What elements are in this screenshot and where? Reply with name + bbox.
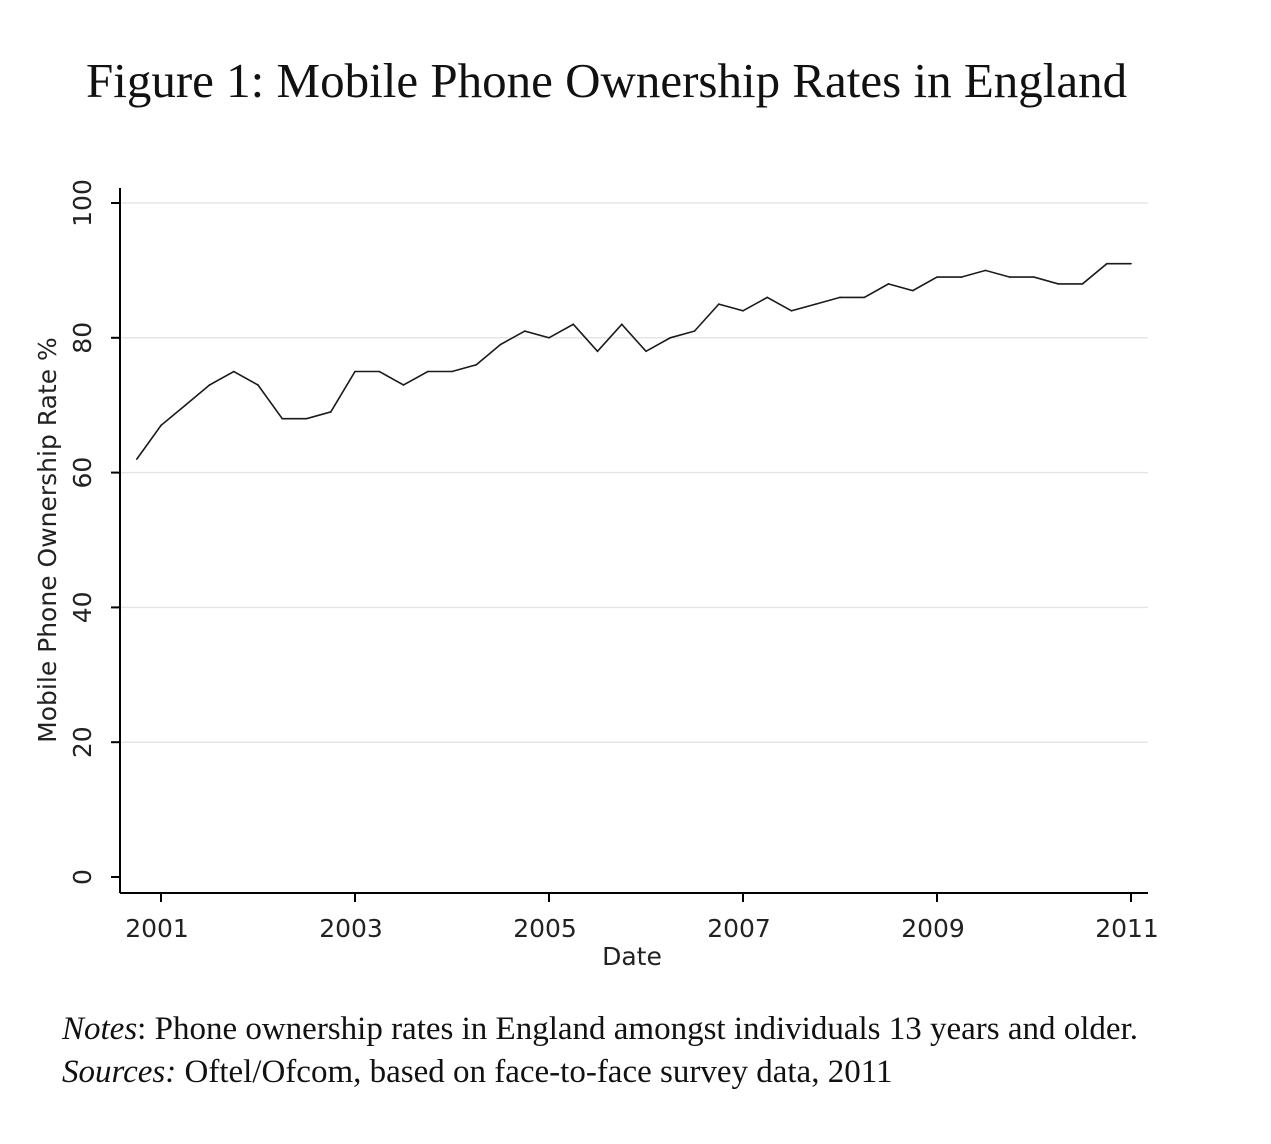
data-point-33 [936, 276, 938, 278]
sources-text: Oftel/Ofcom, based on face-to-face surve… [176, 1054, 893, 1090]
data-point-19 [596, 350, 599, 353]
data-point-22 [669, 337, 672, 339]
y-tick-label-40: 40 [68, 591, 97, 623]
data-point-37 [1033, 276, 1035, 278]
data-point-5 [257, 384, 259, 386]
data-point-8 [329, 411, 332, 413]
data-point-2 [184, 404, 187, 407]
data-point-36 [1008, 276, 1011, 278]
data-point-6 [281, 417, 284, 420]
sources-label: Sources: [62, 1054, 177, 1090]
data-point-9 [354, 370, 356, 373]
data-point-31 [887, 283, 890, 285]
gridlines [120, 202, 1148, 743]
data-point-39 [1081, 283, 1084, 285]
y-axis-label: Mobile Phone Ownership Rate % [33, 337, 62, 743]
data-point-32 [911, 289, 914, 292]
data-point-28 [814, 303, 817, 305]
notes-line: Notes: Phone ownership rates in England … [62, 1008, 1138, 1051]
y-tick-label-20: 20 [68, 726, 97, 758]
line-chart: 0 20 40 60 80 100 2001 2003 2005 2007 2009 2011 Dat… [33, 179, 1159, 971]
figure-notes: Notes: Phone ownership rates in England … [62, 1008, 1138, 1094]
figure-title: Figure 1: Mobile Phone Ownership Rates i… [86, 53, 1128, 108]
sources-line: Sources: Oftel/Ofcom, based on face-to-f… [62, 1051, 1138, 1094]
data-point-27 [790, 310, 793, 312]
x-axis-label: Date [602, 942, 662, 971]
notes-label: Notes [62, 1011, 138, 1047]
series-line [136, 262, 1131, 460]
data-point-35 [984, 269, 987, 272]
data-point-16 [523, 330, 526, 332]
data-point-23 [693, 330, 696, 332]
data-point-11 [402, 384, 405, 386]
data-point-13 [451, 370, 453, 373]
y-tick-label-60: 60 [68, 457, 97, 489]
data-point-40 [1105, 262, 1108, 265]
data-point-12 [426, 370, 429, 373]
y-tick-label-0: 0 [68, 869, 97, 885]
y-tick-label-80: 80 [68, 322, 97, 354]
tick-labels: 0 20 40 60 80 100 2001 2003 2005 2007 2009 2011 [68, 179, 1159, 943]
data-point-24 [717, 303, 720, 305]
data-point-20 [620, 323, 623, 326]
data-point-15 [499, 343, 502, 346]
x-tick-label-2011: 2011 [1095, 914, 1159, 943]
data-point-1 [160, 424, 162, 427]
data-point-4 [232, 370, 235, 373]
x-tick-label-2009: 2009 [901, 914, 965, 943]
x-tick-label-2007: 2007 [707, 914, 771, 943]
y-tick-label-100: 100 [68, 179, 97, 227]
data-point-10 [378, 370, 381, 373]
x-tick-label-2001: 2001 [125, 914, 189, 943]
notes-text: : Phone ownership rates in England among… [137, 1011, 1138, 1047]
data-point-38 [1057, 283, 1060, 285]
data-point-34 [960, 276, 963, 278]
data-point-26 [766, 296, 769, 299]
data-point-17 [548, 337, 550, 339]
data-point-3 [208, 384, 211, 386]
series-points [135, 262, 1132, 460]
data-point-0 [135, 458, 138, 460]
x-tick-label-2005: 2005 [513, 914, 577, 943]
data-point-14 [475, 363, 478, 366]
data-point-21 [645, 350, 647, 353]
data-point-29 [839, 296, 841, 299]
axes [111, 188, 1148, 902]
data-point-41 [1130, 262, 1132, 265]
x-tick-label-2003: 2003 [319, 914, 383, 943]
data-point-18 [572, 323, 575, 326]
data-point-7 [305, 417, 308, 420]
data-point-30 [863, 296, 866, 299]
data-point-25 [742, 310, 744, 312]
